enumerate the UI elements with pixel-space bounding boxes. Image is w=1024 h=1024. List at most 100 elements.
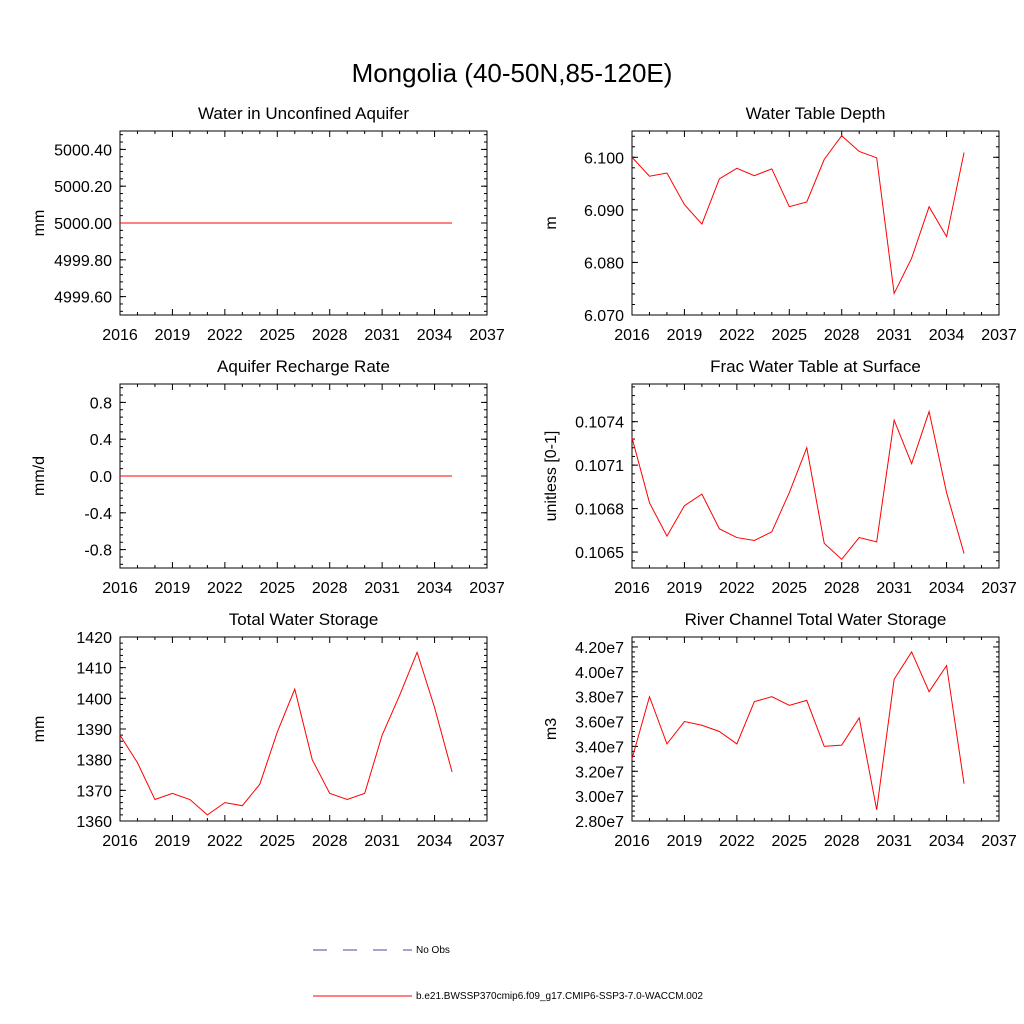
x-tick-label: 2037 (981, 327, 1017, 344)
y-axis-label: mm/d (31, 456, 48, 496)
y-tick-label: 1420 (76, 630, 112, 647)
y-tick-label: 0.1068 (575, 502, 624, 519)
x-tick-label: 2031 (364, 833, 400, 850)
series-line-model (119, 650, 453, 816)
x-tick-label: 2016 (102, 833, 138, 850)
chart-title: Water in Unconfined Aquifer (198, 104, 409, 123)
x-tick-label: 2037 (469, 327, 505, 344)
x-tick-label: 2025 (259, 327, 295, 344)
chart-title: Total Water Storage (229, 610, 379, 629)
x-tick-label: 2022 (719, 327, 755, 344)
y-tick-label: -0.4 (84, 506, 112, 523)
series-line-model (631, 134, 965, 296)
y-tick-label: 5000.00 (54, 216, 112, 233)
chart-frac-water-table-surface: Frac Water Table at Surface unitless [0-1… (543, 357, 1017, 597)
page-title: Mongolia (40-50N,85-120E) (352, 58, 673, 88)
x-tick-label: 2031 (876, 580, 912, 597)
y-tick-label: 6.080 (584, 255, 624, 272)
y-tick-label: 0.1065 (575, 545, 624, 562)
y-tick-label: 4999.80 (54, 253, 112, 270)
x-tick-label: 2025 (259, 833, 295, 850)
y-tick-label: 3.00e7 (575, 789, 624, 806)
chart-title: River Channel Total Water Storage (685, 610, 947, 629)
y-tick-label: -0.8 (84, 543, 112, 560)
y-axis-label: unitless [0-1] (543, 431, 560, 522)
y-tick-label: 4.00e7 (575, 665, 624, 682)
series-line-model (631, 409, 965, 561)
x-tick-label: 2019 (155, 580, 191, 597)
x-tick-label: 2022 (719, 580, 755, 597)
plot-frame (119, 636, 488, 822)
x-tick-label: 2037 (469, 833, 505, 850)
y-tick-label: 1390 (76, 722, 112, 739)
chart-total-water-storage: Total Water Storage mm 2016 2019 2022 2025 202… (31, 610, 505, 850)
legend: No Obs b.e21.BWSSP370cmip6.f09_g17.CMIP6… (313, 945, 703, 1002)
y-tick-label: 3.60e7 (575, 715, 624, 732)
x-tick-label: 2016 (614, 580, 650, 597)
legend-model-label: b.e21.BWSSP370cmip6.f09_g17.CMIP6-SSP3-7… (416, 991, 703, 1002)
y-axis-label: m (543, 216, 560, 229)
y-tick-label: 0.8 (90, 395, 112, 412)
x-tick-label: 2019 (667, 327, 703, 344)
x-tick-label: 2028 (312, 327, 348, 344)
y-tick-label: 5000.40 (54, 142, 112, 159)
x-tick-label: 2022 (207, 580, 243, 597)
chart-aquifer-recharge-rate: Aquifer Recharge Rate mm/d 2016 2019 2022 202… (31, 357, 505, 597)
y-tick-label: 0.4 (90, 432, 112, 449)
y-tick-label: 5000.20 (54, 179, 112, 196)
y-tick-label: 0.0 (90, 469, 112, 486)
x-tick-label: 2028 (312, 580, 348, 597)
legend-obs-label: No Obs (416, 945, 450, 956)
x-tick-label: 2034 (417, 327, 453, 344)
x-tick-label: 2016 (102, 580, 138, 597)
x-tick-label: 2019 (155, 833, 191, 850)
x-tick-label: 2019 (667, 580, 703, 597)
panels: Water in Unconfined Aquifer mm 2016 2019 202… (31, 104, 1017, 850)
y-axis-label: mm (31, 210, 48, 237)
x-tick-label: 2031 (876, 327, 912, 344)
x-tick-label: 2034 (929, 327, 965, 344)
x-tick-label: 2025 (771, 833, 807, 850)
chart-water-table-depth: Water Table Depth m 2016 2019 2022 2025 2028 20… (543, 104, 1017, 344)
y-tick-label: 1360 (76, 814, 112, 831)
x-tick-label: 2031 (364, 327, 400, 344)
x-tick-label: 2025 (259, 580, 295, 597)
x-tick-label: 2028 (824, 580, 860, 597)
x-tick-label: 2034 (417, 580, 453, 597)
x-tick-label: 2022 (719, 833, 755, 850)
x-tick-label: 2016 (614, 833, 650, 850)
y-tick-label: 3.40e7 (575, 739, 624, 756)
y-tick-label: 3.20e7 (575, 764, 624, 781)
y-tick-label: 0.1071 (575, 458, 624, 475)
x-tick-label: 2019 (155, 327, 191, 344)
plot-frame (631, 130, 1000, 316)
chart-water-unconfined-aquifer: Water in Unconfined Aquifer mm 2016 2019 202… (31, 104, 505, 344)
chart-title: Aquifer Recharge Rate (217, 357, 390, 376)
y-axis-label: mm (31, 716, 48, 743)
y-tick-label: 6.090 (584, 203, 624, 220)
x-tick-label: 2037 (981, 580, 1017, 597)
y-tick-label: 1370 (76, 783, 112, 800)
x-tick-label: 2037 (469, 580, 505, 597)
y-tick-label: 1380 (76, 753, 112, 770)
y-tick-label: 4.20e7 (575, 640, 624, 657)
x-tick-label: 2016 (102, 327, 138, 344)
x-tick-label: 2028 (312, 833, 348, 850)
series-line-model (631, 650, 965, 810)
y-tick-label: 2.80e7 (575, 814, 624, 831)
x-tick-label: 2034 (929, 580, 965, 597)
y-tick-label: 6.100 (584, 150, 624, 167)
x-tick-label: 2031 (876, 833, 912, 850)
x-tick-label: 2022 (207, 833, 243, 850)
y-tick-label: 1410 (76, 661, 112, 678)
x-tick-label: 2037 (981, 833, 1017, 850)
x-tick-label: 2025 (771, 327, 807, 344)
plot-frame (631, 636, 1000, 822)
y-tick-label: 3.80e7 (575, 690, 624, 707)
x-tick-label: 2031 (364, 580, 400, 597)
y-axis-label: m3 (543, 718, 560, 740)
x-tick-label: 2019 (667, 833, 703, 850)
y-tick-label: 6.070 (584, 308, 624, 325)
x-tick-label: 2022 (207, 327, 243, 344)
